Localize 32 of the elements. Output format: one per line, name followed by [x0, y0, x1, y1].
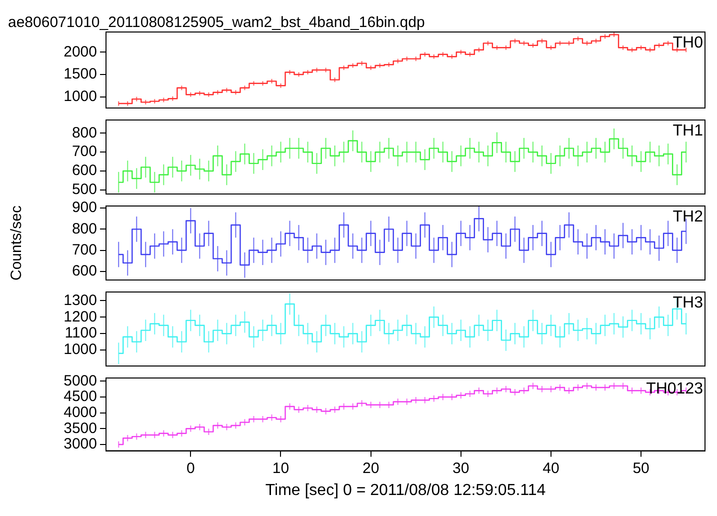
y-axis-title: Counts/sec [8, 204, 26, 281]
y-tick-label: 600 [72, 262, 97, 280]
y-tick-label: 5000 [64, 372, 97, 390]
y-tick-label: 600 [72, 162, 97, 180]
y-tick-label: 900 [72, 199, 97, 216]
x-tick-label: 50 [632, 460, 650, 477]
x-tick-label: 30 [452, 460, 470, 477]
y-tick-label: 700 [72, 241, 97, 258]
y-tick-label: 1000 [64, 341, 97, 358]
chart-title: ae806071010_20110808125905_wam2_bst_4band_16bin.qdp [8, 14, 425, 32]
y-tick-label: 800 [72, 124, 97, 142]
y-tick-label: 1200 [64, 308, 97, 326]
y-tick-label: 2000 [64, 43, 97, 60]
series-label: TH0 [672, 34, 704, 52]
y-tick-label: 4500 [64, 388, 97, 406]
y-tick-label: 500 [72, 180, 97, 198]
y-tick-label: 3000 [64, 436, 97, 453]
y-tick-label: 700 [72, 143, 97, 160]
y-tick-label: 4000 [64, 404, 97, 421]
y-tick-label: 3500 [64, 420, 97, 437]
y-tick-label: 1100 [64, 324, 97, 342]
y-tick-label: 800 [72, 220, 97, 238]
series-label: TH2 [672, 208, 704, 226]
y-tick-label: 1500 [64, 66, 97, 83]
y-tick-label: 1300 [64, 292, 97, 309]
x-tick-label: 40 [542, 460, 560, 477]
x-tick-label: 20 [362, 460, 380, 477]
x-axis-title: Time [sec] 0 = 2011/08/08 12:59:05.114 [265, 482, 546, 499]
series-label: TH1 [672, 122, 704, 140]
x-tick-label: 10 [272, 460, 290, 477]
y-tick-label: 1000 [64, 88, 97, 105]
x-tick-label: 0 [186, 460, 195, 477]
